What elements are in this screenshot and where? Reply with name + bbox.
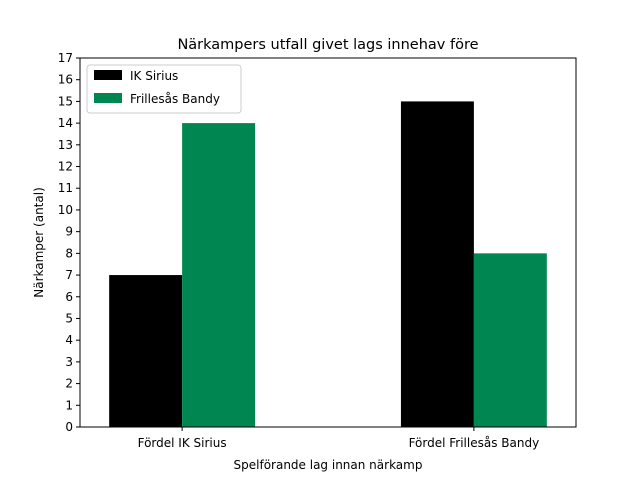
y-tick-label: 13 (58, 138, 73, 152)
y-tick-label: 10 (58, 203, 73, 217)
bar-0-0 (109, 275, 183, 427)
x-axis-label: Spelförande lag innan närkamp (234, 458, 423, 472)
y-tick-label: 7 (65, 268, 73, 282)
y-tick-label: 4 (65, 333, 73, 347)
y-tick-label: 2 (65, 377, 73, 391)
legend-swatch (94, 70, 122, 80)
legend-label: Frillesås Bandy (130, 92, 220, 106)
y-tick-label: 17 (58, 51, 73, 65)
y-tick-label: 6 (65, 290, 73, 304)
y-tick-label: 3 (65, 355, 73, 369)
chart-title: Närkampers utfall givet lags innehav för… (177, 37, 478, 53)
y-tick-label: 1 (65, 398, 73, 412)
y-axis-label: Närkamper (antal) (32, 187, 46, 298)
y-tick-label: 16 (58, 73, 73, 87)
x-axis: Fördel IK Sirius Fördel Frillesås Bandy (138, 427, 540, 450)
y-tick-label: 12 (58, 160, 73, 174)
x-tick-label: Fördel Frillesås Bandy (409, 436, 540, 450)
legend-swatch (94, 93, 122, 103)
legend-box (86, 64, 242, 114)
y-tick-label: 11 (58, 181, 73, 195)
bars-group (109, 101, 547, 427)
bar-1-0 (182, 123, 256, 427)
y-tick-label: 8 (65, 246, 73, 260)
legend-label: IK Sirius (130, 69, 178, 83)
y-tick-label: 5 (65, 311, 73, 325)
y-tick-label: 9 (65, 225, 73, 239)
y-tick-label: 0 (65, 420, 73, 434)
bar-0-1 (400, 101, 474, 427)
bar-1-1 (473, 253, 547, 427)
plot-frame (79, 57, 577, 428)
y-tick-label: 15 (58, 94, 73, 108)
legend: IK Sirius Frillesås Bandy (86, 64, 242, 114)
y-tick-label: 14 (58, 116, 73, 130)
x-tick-label: Fördel IK Sirius (138, 436, 227, 450)
